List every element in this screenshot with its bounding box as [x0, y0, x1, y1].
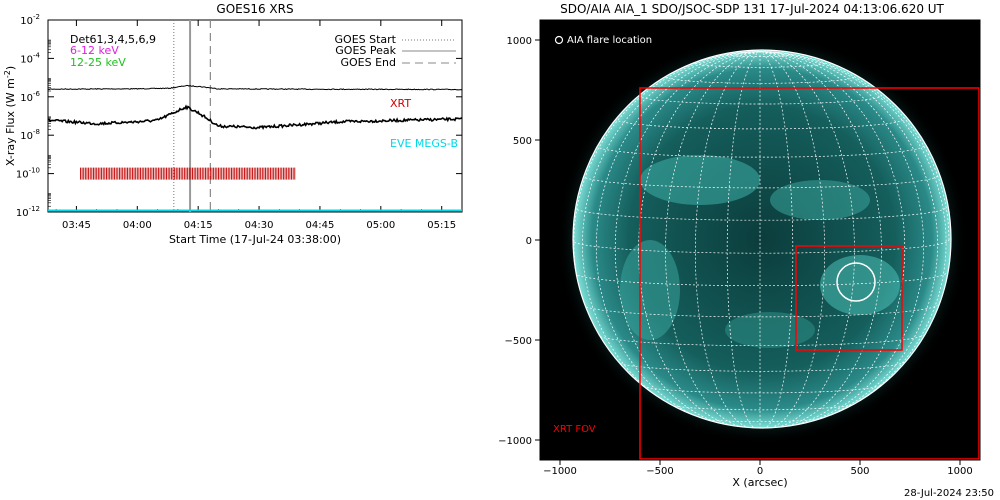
aia-x-axis-label: X (arcsec): [732, 476, 787, 489]
xrt-coverage-marks: [80, 167, 296, 180]
goes-x-tick-label: 05:15: [427, 220, 456, 231]
goes-event-lines: [173, 20, 211, 212]
goes-y-tick-label: 10-4: [20, 51, 40, 65]
aia-x-tick-label: −500: [646, 466, 673, 477]
goes-x-tick-label: 05:00: [366, 220, 395, 231]
longitude-line: [665, 51, 761, 428]
band-6-12-label: 6-12 keV: [70, 44, 119, 57]
longitude-line: [695, 51, 761, 428]
longitude-line: [759, 51, 925, 428]
disk-features: [620, 155, 900, 348]
aia-y-tick-label: 500: [513, 136, 532, 147]
heliographic-grid: [573, 51, 950, 428]
disk-limb: [572, 49, 952, 429]
longitude-line: [614, 51, 761, 428]
aia-image-panel: SDO/AIA AIA_1 SDO/JSOC-SDP 131 17-Jul-20…: [498, 2, 981, 489]
aia-x-ticks: −1000 −500 0 500 1000: [543, 460, 973, 477]
flare-legend-icon: [554, 35, 564, 45]
aia-title: SDO/AIA AIA_1 SDO/JSOC-SDP 131 17-Jul-20…: [560, 2, 944, 16]
band-12-25-label: 12-25 keV: [70, 56, 126, 69]
latitude-line: [666, 403, 854, 411]
aia-x-tick-label: −1000: [543, 466, 577, 477]
legend-goes-end: GOES End: [340, 56, 396, 69]
aia-y-tick-label: −1000: [498, 436, 532, 447]
goes-y-tick-label: 10-8: [20, 128, 40, 142]
flare-location-marker: [836, 262, 876, 302]
xrt-inner-box: [795, 245, 903, 351]
aia-x-tick-label: 1000: [947, 466, 972, 477]
xrt-label: XRT: [390, 97, 411, 110]
latitude-line: [595, 145, 925, 158]
goes-x-axis-label: Start Time (17-Jul-24 03:38:00): [169, 233, 341, 246]
goes-x-tick-label: 04:30: [245, 220, 274, 231]
goes-x-tick-label: 04:15: [184, 220, 213, 231]
xrt-fov-label: XRT FOV: [553, 424, 596, 435]
latitude-line: [596, 334, 924, 347]
latitude-line: [582, 304, 938, 318]
goes-x-tick-label: 04:45: [306, 220, 335, 231]
aia-x-tick-label: 500: [850, 466, 869, 477]
longitude-line: [638, 51, 761, 428]
goes-y-tick-label: 10-6: [20, 90, 40, 104]
latitude-line: [614, 118, 906, 130]
legend-goes-start: GOES Start: [335, 33, 397, 46]
aia-y-tick-label: 1000: [507, 36, 532, 47]
xrt-fov-box: [639, 87, 980, 460]
longitude-line: [759, 51, 855, 428]
longitude-line: [726, 51, 761, 428]
aia-y-ticks: 1000 500 0 −500 −1000: [498, 36, 540, 447]
longitude-line: [759, 51, 906, 428]
detector-label: Det61,3,4,5,6,9: [70, 33, 156, 46]
eve-megs-b-label: EVE MEGS-B: [390, 137, 458, 150]
goes-y-tick-label: 10-10: [16, 167, 40, 181]
longitude-line: [759, 51, 825, 428]
goes-y-tick-label: 10-2: [20, 13, 40, 27]
goes-chart-title: GOES16 XRS: [216, 2, 293, 16]
longitude-line: [759, 51, 794, 428]
goes-x-tick-label: 04:00: [123, 220, 152, 231]
goes-y-tick-label: 10-12: [16, 205, 40, 219]
aia-x-tick-label: 0: [757, 466, 763, 477]
flare-legend-label: AIA flare location: [567, 35, 652, 46]
longitude-line: [759, 51, 950, 241]
goes-y-axis-label: X-ray Flux (W m-2): [3, 66, 17, 166]
longitude-line: [759, 51, 882, 428]
xrs-long-series: [48, 84, 462, 91]
goes-y-ticks: 10-2 10-4 10-6 10-8 10-10 10-12: [16, 13, 462, 219]
goes-chart: GOES16 XRS 10-2 10-4 10-6 10-8 10-10 10-12 03…: [3, 2, 463, 246]
footer-timestamp: 28-Jul-2024 23:50: [904, 488, 994, 499]
solar-disk: [573, 50, 951, 428]
xrs-short-series: [48, 104, 462, 131]
longitude-line: [595, 51, 761, 428]
goes-x-tick-label: 03:45: [62, 220, 91, 231]
legend-goes-peak: GOES Peak: [335, 44, 396, 57]
latitude-line: [573, 273, 947, 287]
goes-plot-frame: [47, 19, 463, 213]
longitude-line: [759, 51, 947, 414]
aia-y-tick-label: 0: [526, 236, 532, 247]
aia-y-tick-label: −500: [505, 336, 532, 347]
